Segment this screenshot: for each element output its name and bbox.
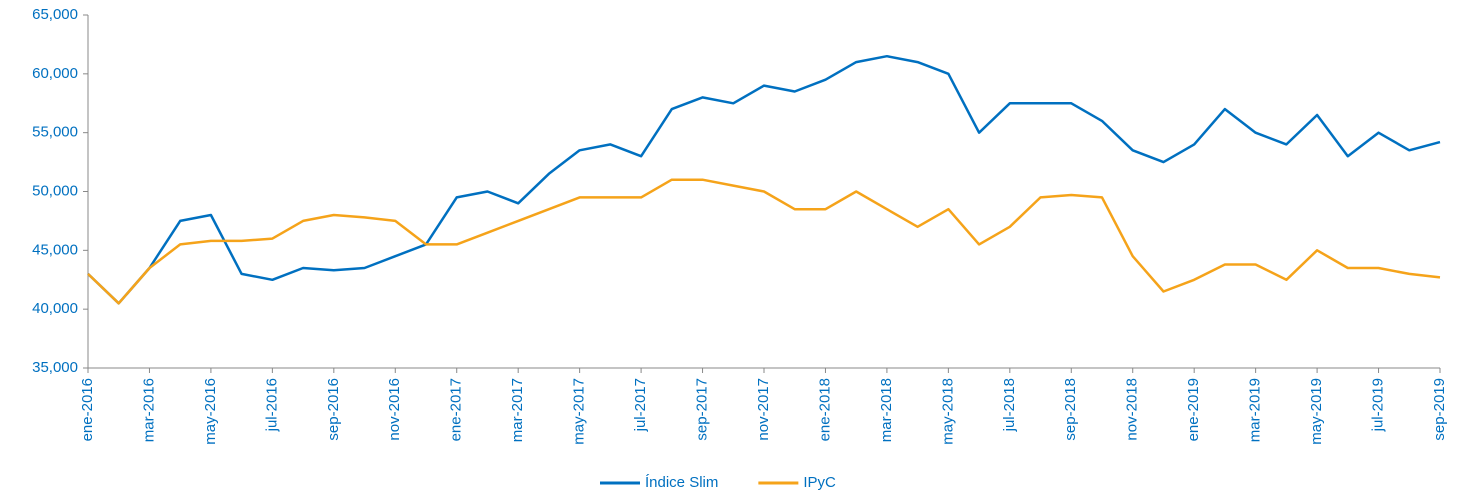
x-tick-label: sep-2019 <box>1431 378 1448 441</box>
x-tick-label: may-2017 <box>571 378 588 445</box>
x-tick-label: ene-2019 <box>1185 378 1202 441</box>
x-tick-label: mar-2016 <box>140 378 157 442</box>
x-tick-label: sep-2017 <box>694 378 711 441</box>
series-line <box>87 54 1441 305</box>
y-tick-label: 50,000 <box>32 182 78 199</box>
x-tick-label: may-2019 <box>1308 378 1325 445</box>
x-tick-label: jul-2016 <box>263 378 280 432</box>
x-tick-label: ene-2018 <box>816 378 833 441</box>
x-tick-label: mar-2018 <box>878 378 895 442</box>
x-tick-label: sep-2018 <box>1062 378 1079 441</box>
x-tick-label: ene-2016 <box>79 378 96 441</box>
y-tick-label: 40,000 <box>32 300 78 317</box>
y-tick-label: 65,000 <box>32 6 78 23</box>
x-tick-label: jul-2018 <box>1001 378 1018 432</box>
y-tick-label: 45,000 <box>32 241 78 258</box>
y-tick-label: 60,000 <box>32 65 78 82</box>
x-tick-label: nov-2018 <box>1124 378 1141 441</box>
x-tick-label: jul-2019 <box>1370 378 1387 432</box>
legend-label: IPyC <box>803 474 836 491</box>
x-tick-label: mar-2017 <box>509 378 526 442</box>
x-tick-label: mar-2019 <box>1247 378 1264 442</box>
x-tick-label: nov-2017 <box>755 378 772 441</box>
x-tick-label: ene-2017 <box>448 378 465 441</box>
x-tick-label: nov-2016 <box>386 378 403 441</box>
x-tick-label: jul-2017 <box>632 378 649 432</box>
x-tick-label: may-2018 <box>939 378 956 445</box>
y-tick-label: 55,000 <box>32 124 78 141</box>
x-tick-label: may-2016 <box>202 378 219 445</box>
legend-label: Índice Slim <box>645 474 718 491</box>
x-tick-label: sep-2016 <box>325 378 342 441</box>
y-tick-label: 35,000 <box>32 359 78 376</box>
series-line <box>87 178 1441 305</box>
